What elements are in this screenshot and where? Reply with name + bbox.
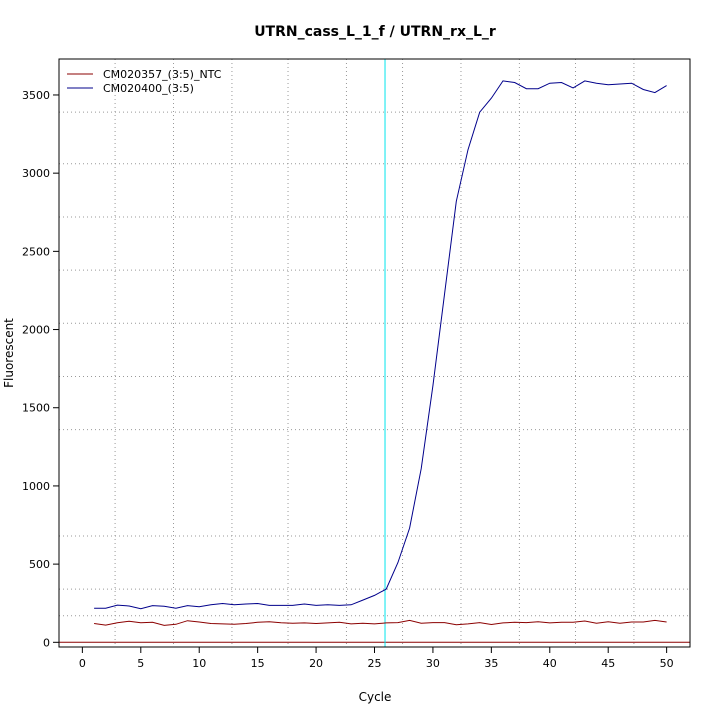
y-tick-label: 2500 [22, 245, 50, 258]
plot-frame [58, 58, 691, 648]
y-tick-label: 0 [43, 636, 50, 649]
legend-entry-label: CM020357_(3:5)_NTC [103, 68, 222, 81]
y-tick-label: 1000 [22, 480, 50, 493]
y-axis-label: Fluorescent [2, 318, 16, 388]
series-line-2 [94, 80, 667, 610]
y-tick-label: 500 [29, 558, 50, 571]
y-tick-label: 3000 [22, 167, 50, 180]
x-tick-label: 15 [251, 657, 265, 670]
x-tick-label: 25 [368, 657, 382, 670]
x-tick-label: 30 [426, 657, 440, 670]
y-tick-label: 3500 [22, 89, 50, 102]
y-tick-label: 2000 [22, 324, 50, 337]
x-tick-label: 40 [543, 657, 557, 670]
plot-area [59, 59, 690, 647]
x-tick-label: 35 [484, 657, 498, 670]
legend-entry-label: CM020400_(3:5) [103, 82, 194, 95]
y-tick-label: 1500 [22, 402, 50, 415]
series-layer [94, 80, 667, 626]
x-tick-label: 50 [660, 657, 674, 670]
x-axis: 0 5 10 15 20 25 30 35 40 45 50 [79, 647, 674, 670]
y-axis: 0 500 1000 1500 2000 2500 3000 3500 [22, 89, 59, 649]
x-axis-label: Cycle [359, 690, 392, 704]
chart-title: UTRN_cass_L_1_f / UTRN_rx_L_r [254, 24, 496, 40]
x-tick-label: 20 [309, 657, 323, 670]
x-tick-label: 5 [137, 657, 144, 670]
x-tick-label: 10 [192, 657, 206, 670]
x-tick-label: 45 [601, 657, 615, 670]
series-line-1 [94, 619, 667, 626]
x-tick-label: 0 [79, 657, 86, 670]
